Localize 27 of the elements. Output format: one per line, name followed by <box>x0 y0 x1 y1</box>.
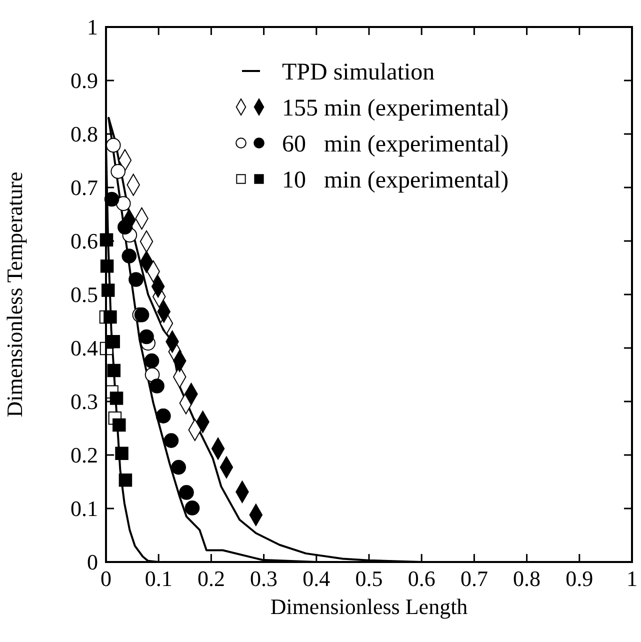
x-tick-label: 0.9 <box>566 566 594 591</box>
y-axis-title: Dimensionless Temperature <box>2 172 27 418</box>
legend-label: 10 min (experimental) <box>282 167 509 194</box>
y-tick-label: 0.9 <box>70 68 98 94</box>
x-tick-label: 0.2 <box>197 566 225 591</box>
x-tick-label: 0.3 <box>250 566 278 591</box>
y-tick-label: 1 <box>87 14 98 40</box>
x-tick-label: 0.8 <box>513 566 541 591</box>
legend-label: TPD simulation <box>282 59 435 86</box>
y-tick-label: 0.2 <box>70 442 98 468</box>
y-tick-label: 0.4 <box>70 336 98 361</box>
x-tick-label: 0.5 <box>355 566 383 591</box>
y-tick-label: 0.8 <box>70 122 98 147</box>
x-tick-label: 0.6 <box>408 566 436 591</box>
y-tick-label: 0.1 <box>70 496 98 522</box>
y-tick-label: 0.3 <box>70 389 98 414</box>
legend-label: 60 min (experimental) <box>282 131 509 158</box>
legend-label: 155 min (experimental) <box>282 95 509 122</box>
x-tick-label: 0.7 <box>460 566 488 591</box>
x-tick-label: 0.1 <box>144 566 172 591</box>
y-tick-label: 0.6 <box>70 228 98 254</box>
x-tick-label: 0.4 <box>302 566 330 591</box>
x-tick-label: 1 <box>626 566 638 591</box>
y-tick-label: 0.5 <box>70 282 98 308</box>
y-tick-label: 0 <box>87 550 98 575</box>
x-axis-title: Dimensionless Length <box>270 594 468 619</box>
y-tick-label: 0.7 <box>70 175 98 200</box>
